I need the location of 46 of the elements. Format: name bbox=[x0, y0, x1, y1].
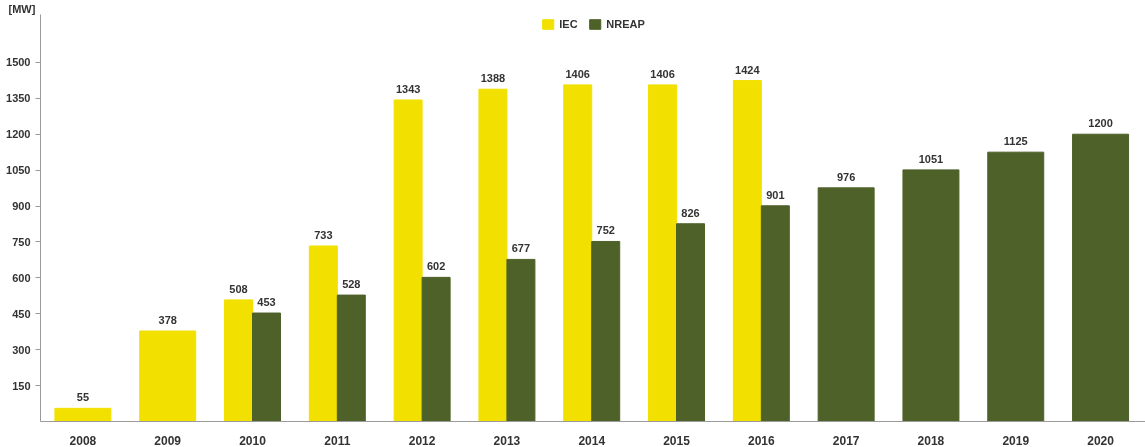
data-label: 752 bbox=[596, 224, 615, 237]
x-tick-label: 2013 bbox=[493, 433, 521, 447]
y-tick-label: 1350 bbox=[6, 92, 31, 105]
y-tick-label: 150 bbox=[12, 379, 31, 392]
data-label: 1125 bbox=[1003, 135, 1028, 148]
x-tick-label: 2012 bbox=[408, 433, 436, 447]
x-tick-label: 2016 bbox=[747, 433, 776, 447]
y-tick-label: 900 bbox=[12, 200, 31, 213]
legend-label: IEC bbox=[559, 18, 579, 30]
x-tick-label: 2015 bbox=[663, 433, 691, 447]
data-label: 677 bbox=[511, 242, 531, 255]
x-tick-label: 2008 bbox=[69, 433, 97, 447]
data-label: 976 bbox=[836, 170, 856, 183]
x-tick-label: 2018 bbox=[917, 433, 945, 447]
data-label: 1406 bbox=[650, 67, 675, 80]
data-label: 1200 bbox=[1088, 117, 1113, 130]
x-tick-label: 2019 bbox=[1002, 433, 1030, 447]
data-label: 901 bbox=[766, 188, 785, 201]
data-label: 733 bbox=[314, 229, 333, 242]
y-tick-label: 1500 bbox=[6, 56, 31, 69]
x-tick-label: 2010 bbox=[239, 433, 267, 447]
x-tick-label: 2009 bbox=[154, 433, 182, 447]
y-tick-label: 600 bbox=[12, 271, 31, 284]
x-tick-label: 2014 bbox=[578, 433, 606, 447]
data-label: 378 bbox=[158, 314, 177, 326]
y-tick-label: 1200 bbox=[6, 128, 31, 141]
data-label: 1343 bbox=[395, 82, 421, 95]
data-label: 55 bbox=[76, 391, 90, 404]
y-tick-label: 1050 bbox=[6, 164, 31, 177]
data-label: 1388 bbox=[480, 72, 506, 85]
y-tick-label: 750 bbox=[12, 235, 31, 248]
legend-label: NREAP bbox=[606, 18, 645, 30]
x-tick-label: 2020 bbox=[1087, 433, 1115, 447]
data-label: 1424 bbox=[735, 63, 761, 76]
y-tick-label: 450 bbox=[12, 307, 31, 320]
data-label: 826 bbox=[681, 206, 700, 219]
x-tick-label: 2011 bbox=[324, 433, 351, 447]
y-axis-title: [MW] bbox=[8, 2, 36, 15]
data-label: 528 bbox=[342, 278, 361, 291]
data-label: 1406 bbox=[565, 67, 590, 80]
x-tick-label: 2017 bbox=[832, 433, 860, 447]
data-label: 508 bbox=[229, 282, 248, 295]
data-label: 602 bbox=[426, 260, 446, 273]
data-label: 453 bbox=[257, 296, 276, 309]
y-tick-label: 300 bbox=[12, 343, 31, 356]
data-label: 1051 bbox=[918, 152, 944, 165]
